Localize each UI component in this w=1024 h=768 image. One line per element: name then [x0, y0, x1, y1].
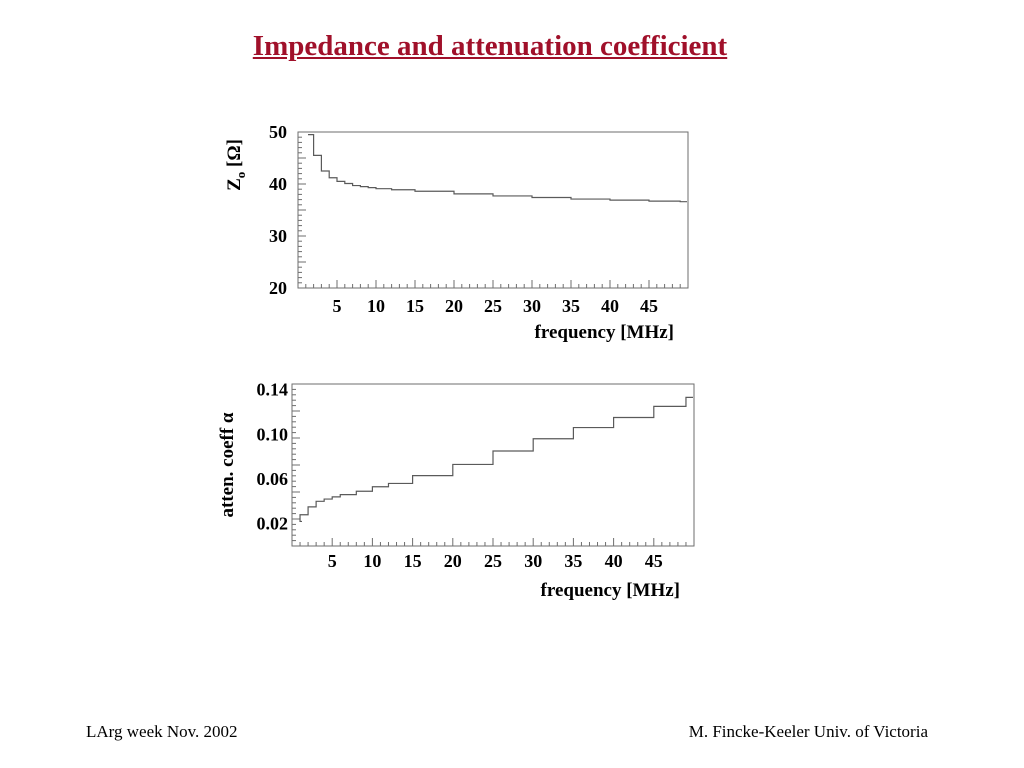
attenuation-x-tick-labels: 5 10 15 20 25 30 35 40 45 — [328, 551, 663, 571]
x-tick-label: 10 — [367, 296, 385, 316]
x-tick-label: 5 — [328, 551, 337, 571]
x-tick-label: 20 — [445, 296, 463, 316]
x-tick-label: 5 — [333, 296, 342, 316]
y-tick-label: 30 — [269, 226, 287, 246]
impedance-chart: 20 30 40 50 5 10 15 20 25 30 35 40 45 frequency [MH… — [224, 122, 689, 343]
page-title: Impedance and attenuation coefficient — [252, 30, 728, 62]
attenuation-minor-ticks — [292, 388, 687, 546]
impedance-x-tick-labels: 5 10 15 20 25 30 35 40 45 — [333, 296, 659, 316]
x-tick-label: 30 — [524, 551, 542, 571]
impedance-y-axis-label: Zo [Ω] — [224, 139, 248, 191]
x-tick-label: 40 — [605, 551, 623, 571]
x-tick-label: 15 — [404, 551, 422, 571]
impedance-minor-ticks — [298, 136, 681, 288]
y-tick-label: 20 — [269, 278, 287, 298]
impedance-x-axis-label: frequency [MHz] — [535, 322, 674, 343]
x-tick-label: 20 — [444, 551, 462, 571]
x-tick-label: 15 — [406, 296, 424, 316]
y-tick-label: 50 — [269, 122, 287, 142]
y-tick-label: 0.06 — [257, 469, 289, 489]
attenuation-y-axis-label: atten. coeff α — [217, 412, 238, 517]
attenuation-series-line — [299, 396, 693, 523]
attenuation-y-tick-labels: 0.02 0.06 0.10 0.14 — [257, 380, 289, 534]
x-tick-label: 35 — [564, 551, 582, 571]
y-tick-label: 0.02 — [257, 514, 289, 534]
impedance-plot-frame — [297, 131, 689, 289]
x-tick-label: 35 — [562, 296, 580, 316]
y-tick-label: 0.10 — [257, 424, 289, 444]
footer-event: LArg week Nov. 2002 — [86, 722, 238, 741]
x-tick-label: 10 — [363, 551, 381, 571]
x-tick-label: 25 — [484, 296, 502, 316]
impedance-series-line — [308, 134, 687, 203]
y-tick-label: 40 — [269, 174, 287, 194]
x-tick-label: 25 — [484, 551, 502, 571]
y-tick-label: 0.14 — [257, 380, 289, 400]
x-tick-label: 45 — [645, 551, 663, 571]
x-tick-label: 45 — [640, 296, 658, 316]
impedance-y-tick-labels: 20 30 40 50 — [269, 122, 287, 298]
footer-author: M. Fincke-Keeler Univ. of Victoria — [688, 722, 928, 741]
attenuation-chart: 0.02 0.06 0.10 0.14 5 10 15 20 25 30 35 40 45 frequ… — [217, 380, 695, 601]
x-tick-label: 40 — [601, 296, 619, 316]
attenuation-x-axis-label: frequency [MHz] — [541, 580, 680, 601]
x-tick-label: 30 — [523, 296, 541, 316]
